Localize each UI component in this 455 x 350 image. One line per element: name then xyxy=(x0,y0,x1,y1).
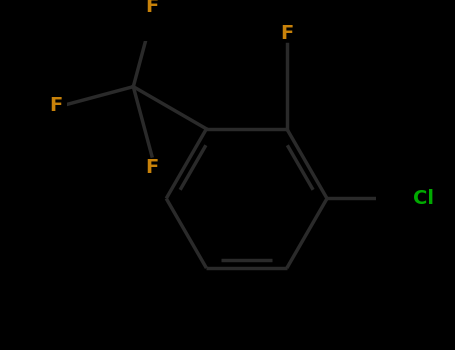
Text: F: F xyxy=(145,0,158,16)
Text: Cl: Cl xyxy=(413,189,434,208)
Text: F: F xyxy=(49,96,62,115)
Text: F: F xyxy=(280,24,293,43)
Text: F: F xyxy=(145,158,158,176)
